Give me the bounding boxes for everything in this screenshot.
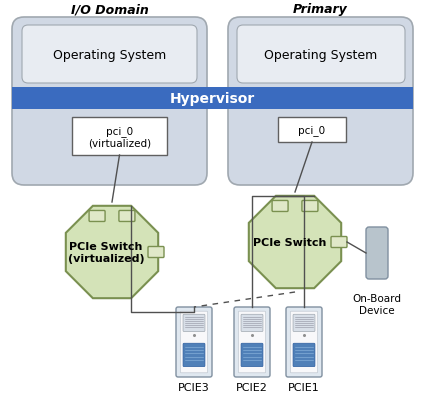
Polygon shape xyxy=(66,206,158,299)
FancyBboxPatch shape xyxy=(183,344,205,367)
Text: On-Board
Device: On-Board Device xyxy=(352,293,402,315)
FancyBboxPatch shape xyxy=(238,311,266,373)
Bar xyxy=(12,88,413,110)
FancyBboxPatch shape xyxy=(12,18,207,186)
FancyBboxPatch shape xyxy=(181,311,208,373)
FancyBboxPatch shape xyxy=(241,315,263,332)
FancyBboxPatch shape xyxy=(176,307,212,377)
FancyBboxPatch shape xyxy=(228,18,413,186)
Text: I/O Domain: I/O Domain xyxy=(71,4,148,16)
Text: pci_0
(virtualized): pci_0 (virtualized) xyxy=(88,126,151,148)
FancyBboxPatch shape xyxy=(366,227,388,279)
FancyBboxPatch shape xyxy=(22,26,197,84)
FancyBboxPatch shape xyxy=(119,211,135,222)
FancyBboxPatch shape xyxy=(183,315,205,332)
Text: PCIE1: PCIE1 xyxy=(288,382,320,392)
FancyBboxPatch shape xyxy=(293,344,315,367)
FancyBboxPatch shape xyxy=(286,307,322,377)
FancyBboxPatch shape xyxy=(290,311,318,373)
FancyBboxPatch shape xyxy=(89,211,105,222)
Text: Hypervisor: Hypervisor xyxy=(170,92,255,106)
FancyBboxPatch shape xyxy=(234,307,270,377)
Text: Operating System: Operating System xyxy=(53,48,166,61)
Text: PCIE2: PCIE2 xyxy=(236,382,268,392)
Text: pci_0: pci_0 xyxy=(298,125,326,136)
Text: Operating System: Operating System xyxy=(264,48,378,61)
Text: PCIE3: PCIE3 xyxy=(178,382,210,392)
FancyBboxPatch shape xyxy=(148,247,164,258)
FancyBboxPatch shape xyxy=(237,26,405,84)
FancyBboxPatch shape xyxy=(293,315,315,332)
Text: PCIe Switch
(virtualized): PCIe Switch (virtualized) xyxy=(68,242,144,263)
Text: PCIe Switch: PCIe Switch xyxy=(253,237,327,247)
Polygon shape xyxy=(249,196,341,288)
FancyBboxPatch shape xyxy=(302,201,318,212)
Text: Primary: Primary xyxy=(293,4,348,16)
FancyBboxPatch shape xyxy=(331,237,347,248)
FancyBboxPatch shape xyxy=(272,201,288,212)
FancyBboxPatch shape xyxy=(241,344,263,367)
Bar xyxy=(72,118,167,155)
Bar xyxy=(278,118,346,143)
